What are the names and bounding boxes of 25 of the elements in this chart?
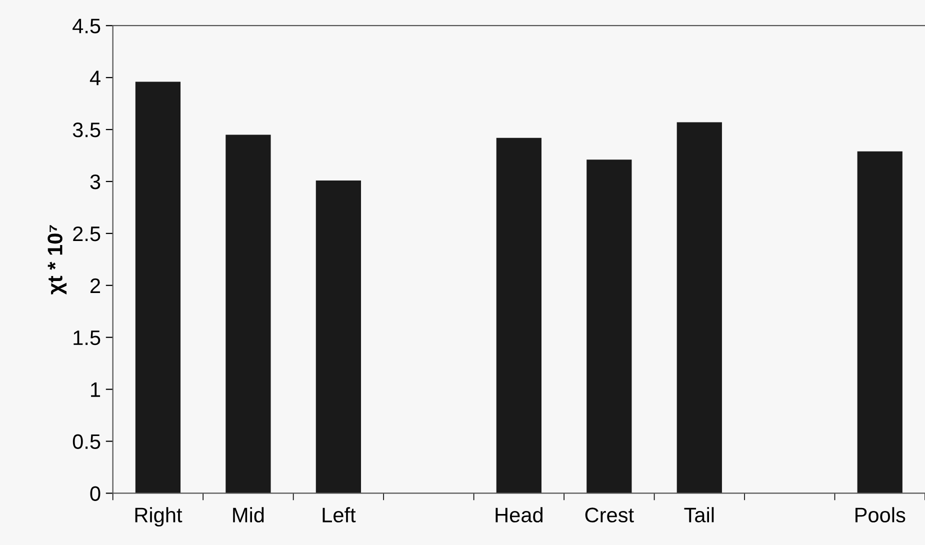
bar [135, 82, 181, 494]
bar [226, 134, 271, 494]
y-tick-label: 1 [91, 382, 100, 397]
y-tick-label: 1.5 [74, 330, 100, 346]
bar [586, 160, 632, 494]
x-tick-label: Left [322, 507, 356, 522]
y-tick-label: 2 [90, 278, 100, 293]
bar [676, 122, 722, 494]
y-tick-label: 3 [90, 174, 100, 190]
x-tick-label: Crest [585, 508, 634, 522]
bar [316, 180, 362, 494]
y-tick-label: 0.5 [72, 434, 100, 450]
x-tick-label: Right [135, 507, 182, 527]
bar [496, 138, 542, 494]
x-tick-label: Tail [684, 507, 714, 522]
y-tick-label: 2.5 [73, 226, 100, 242]
y-tick-label: 0 [90, 486, 100, 501]
x-tick-label: Pools [856, 507, 906, 522]
y-axis-title: χt * 10⁷ [48, 225, 67, 294]
y-tick-label: 4.5 [72, 18, 100, 34]
y-tick-label: 4 [90, 70, 100, 86]
y-tick-label: 3.5 [72, 122, 100, 138]
bar [857, 151, 902, 494]
x-tick-label: Mid [233, 507, 264, 522]
x-tick-label: Head [496, 507, 542, 522]
